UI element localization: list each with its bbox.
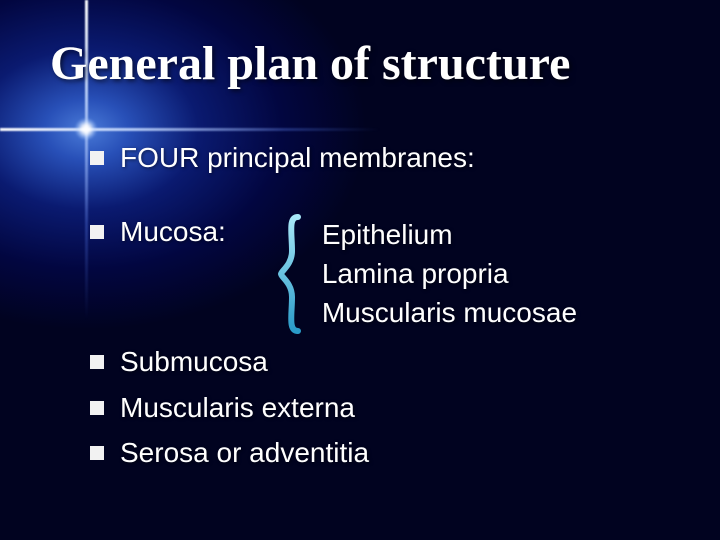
square-bullet-icon — [90, 225, 104, 239]
square-bullet-icon — [90, 446, 104, 460]
square-bullet-icon — [90, 151, 104, 165]
slide-title: General plan of structure — [50, 36, 670, 91]
serosa-text: Serosa or adventitia — [120, 434, 369, 472]
mucosa-sublist: Epithelium Lamina propria Muscularis muc… — [322, 215, 577, 333]
mucosa-sub-item: Lamina propria — [322, 254, 577, 293]
curly-brace-icon — [278, 213, 304, 335]
bullet-submucosa: Submucosa — [90, 343, 670, 381]
bullet-mucosa: Mucosa: Epithelium Lamina propria Muscul… — [90, 213, 670, 335]
intro-text: FOUR principal membranes: — [120, 139, 475, 177]
mucosa-sub-item: Epithelium — [322, 215, 577, 254]
mucosa-brace-group: Epithelium Lamina propria Muscularis muc… — [278, 213, 577, 335]
slide-body: FOUR principal membranes: Mucosa: Ep — [50, 139, 670, 472]
slide-container: General plan of structure FOUR principal… — [0, 0, 720, 540]
mucosa-sub-item: Muscularis mucosae — [322, 293, 577, 332]
mucosa-label: Mucosa: — [120, 213, 226, 251]
bullet-intro: FOUR principal membranes: — [90, 139, 670, 177]
square-bullet-icon — [90, 401, 104, 415]
submucosa-text: Submucosa — [120, 343, 268, 381]
muscularis-externa-text: Muscularis externa — [120, 389, 355, 427]
bullet-serosa: Serosa or adventitia — [90, 434, 670, 472]
square-bullet-icon — [90, 355, 104, 369]
bullet-muscularis-externa: Muscularis externa — [90, 389, 670, 427]
